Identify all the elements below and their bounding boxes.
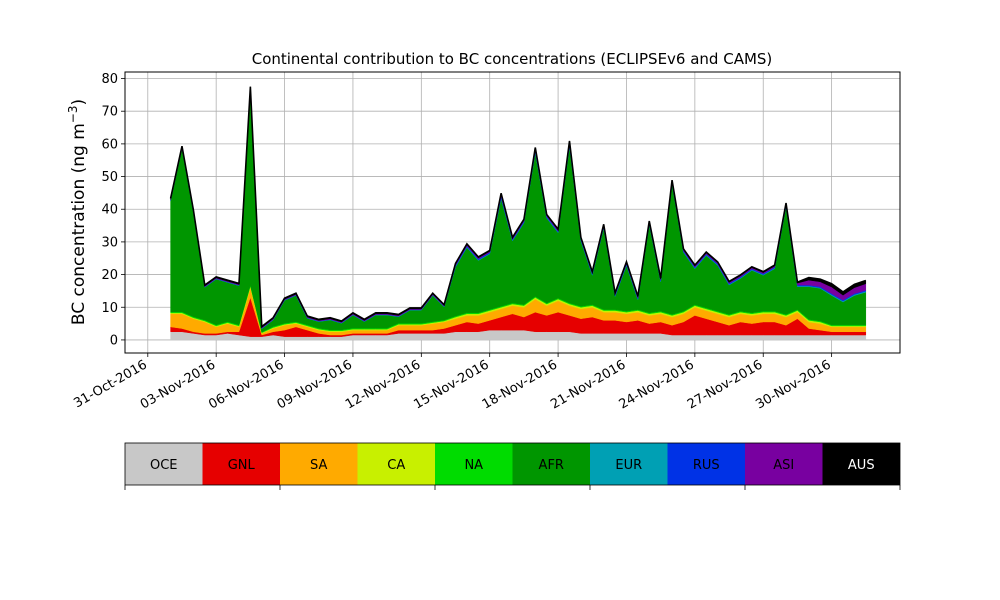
y-tick-label: 80 (101, 72, 118, 87)
legend-swatch-rus (667, 443, 745, 485)
legend-swatch-aus (822, 443, 900, 485)
legend-frame (124, 442, 901, 486)
y-axis-label-text: BC concentration (ng m (69, 123, 89, 325)
legend-swatch-asi (745, 443, 823, 485)
x-axis: 31-Oct-201603-Nov-201606-Nov-201609-Nov-… (71, 353, 834, 412)
total-line (169, 86, 867, 329)
legend-label-eur: EUR (615, 458, 642, 473)
legend-swatch-sa (280, 443, 358, 485)
legend-label-ca: CA (387, 458, 405, 473)
legend-label-aus: AUS (848, 458, 875, 473)
y-tick-label: 70 (101, 105, 118, 120)
x-tick-label: 06-Nov-2016 (206, 357, 286, 412)
x-tick-label: 09-Nov-2016 (275, 357, 355, 412)
legend-swatch-eur (590, 443, 668, 485)
chart-title: Continental contribution to BC concentra… (252, 50, 773, 68)
y-tick-label: 30 (101, 235, 118, 250)
x-tick-label: 18-Nov-2016 (480, 357, 560, 412)
legend-colorbar: OCE GNL SA CA NA AFR EUR RUS ASI AUS (124, 442, 901, 490)
legend-label-sa: SA (310, 458, 327, 473)
plot-frame (124, 71, 901, 354)
legend-label-asi: ASI (773, 458, 794, 473)
y-tick-label: 10 (101, 301, 118, 316)
y-axis-label-suffix: ) (69, 99, 89, 106)
area-afr (170, 88, 867, 333)
legend-swatch-afr (512, 443, 590, 485)
stacked-areas (169, 86, 867, 341)
x-tick-label: 03-Nov-2016 (138, 357, 218, 412)
x-tick-label: 30-Nov-2016 (753, 357, 833, 412)
legend-swatch-oce (125, 443, 203, 485)
legend-label-rus: RUS (693, 458, 720, 473)
y-tick-label: 50 (101, 170, 118, 185)
legend-swatch-ca (357, 443, 435, 485)
legend-swatch-gnl (202, 443, 280, 485)
legend-label-oce: OCE (150, 458, 178, 473)
legend-label-afr: AFR (539, 458, 564, 473)
x-tick-label: 24-Nov-2016 (617, 357, 697, 412)
x-tick-label: 12-Nov-2016 (343, 357, 423, 412)
y-tick-label: 0 (110, 333, 118, 348)
legend-label-na: NA (464, 458, 483, 473)
legend-swatch-na (435, 443, 513, 485)
x-tick-label: 21-Nov-2016 (548, 357, 628, 412)
x-tick-label: 31-Oct-2016 (71, 357, 149, 411)
y-axis: 0 10 20 30 40 50 60 70 80 (101, 72, 125, 348)
x-tick-label: 27-Nov-2016 (685, 357, 765, 412)
y-axis-label: BC concentration (ng m−3) (66, 99, 89, 325)
y-tick-label: 40 (101, 203, 118, 218)
legend-label-gnl: GNL (228, 458, 256, 473)
x-tick-label: 15-Nov-2016 (411, 357, 491, 412)
y-tick-label: 20 (101, 268, 118, 283)
y-axis-label-exponent: −3 (66, 105, 80, 123)
y-tick-label: 60 (101, 137, 118, 152)
